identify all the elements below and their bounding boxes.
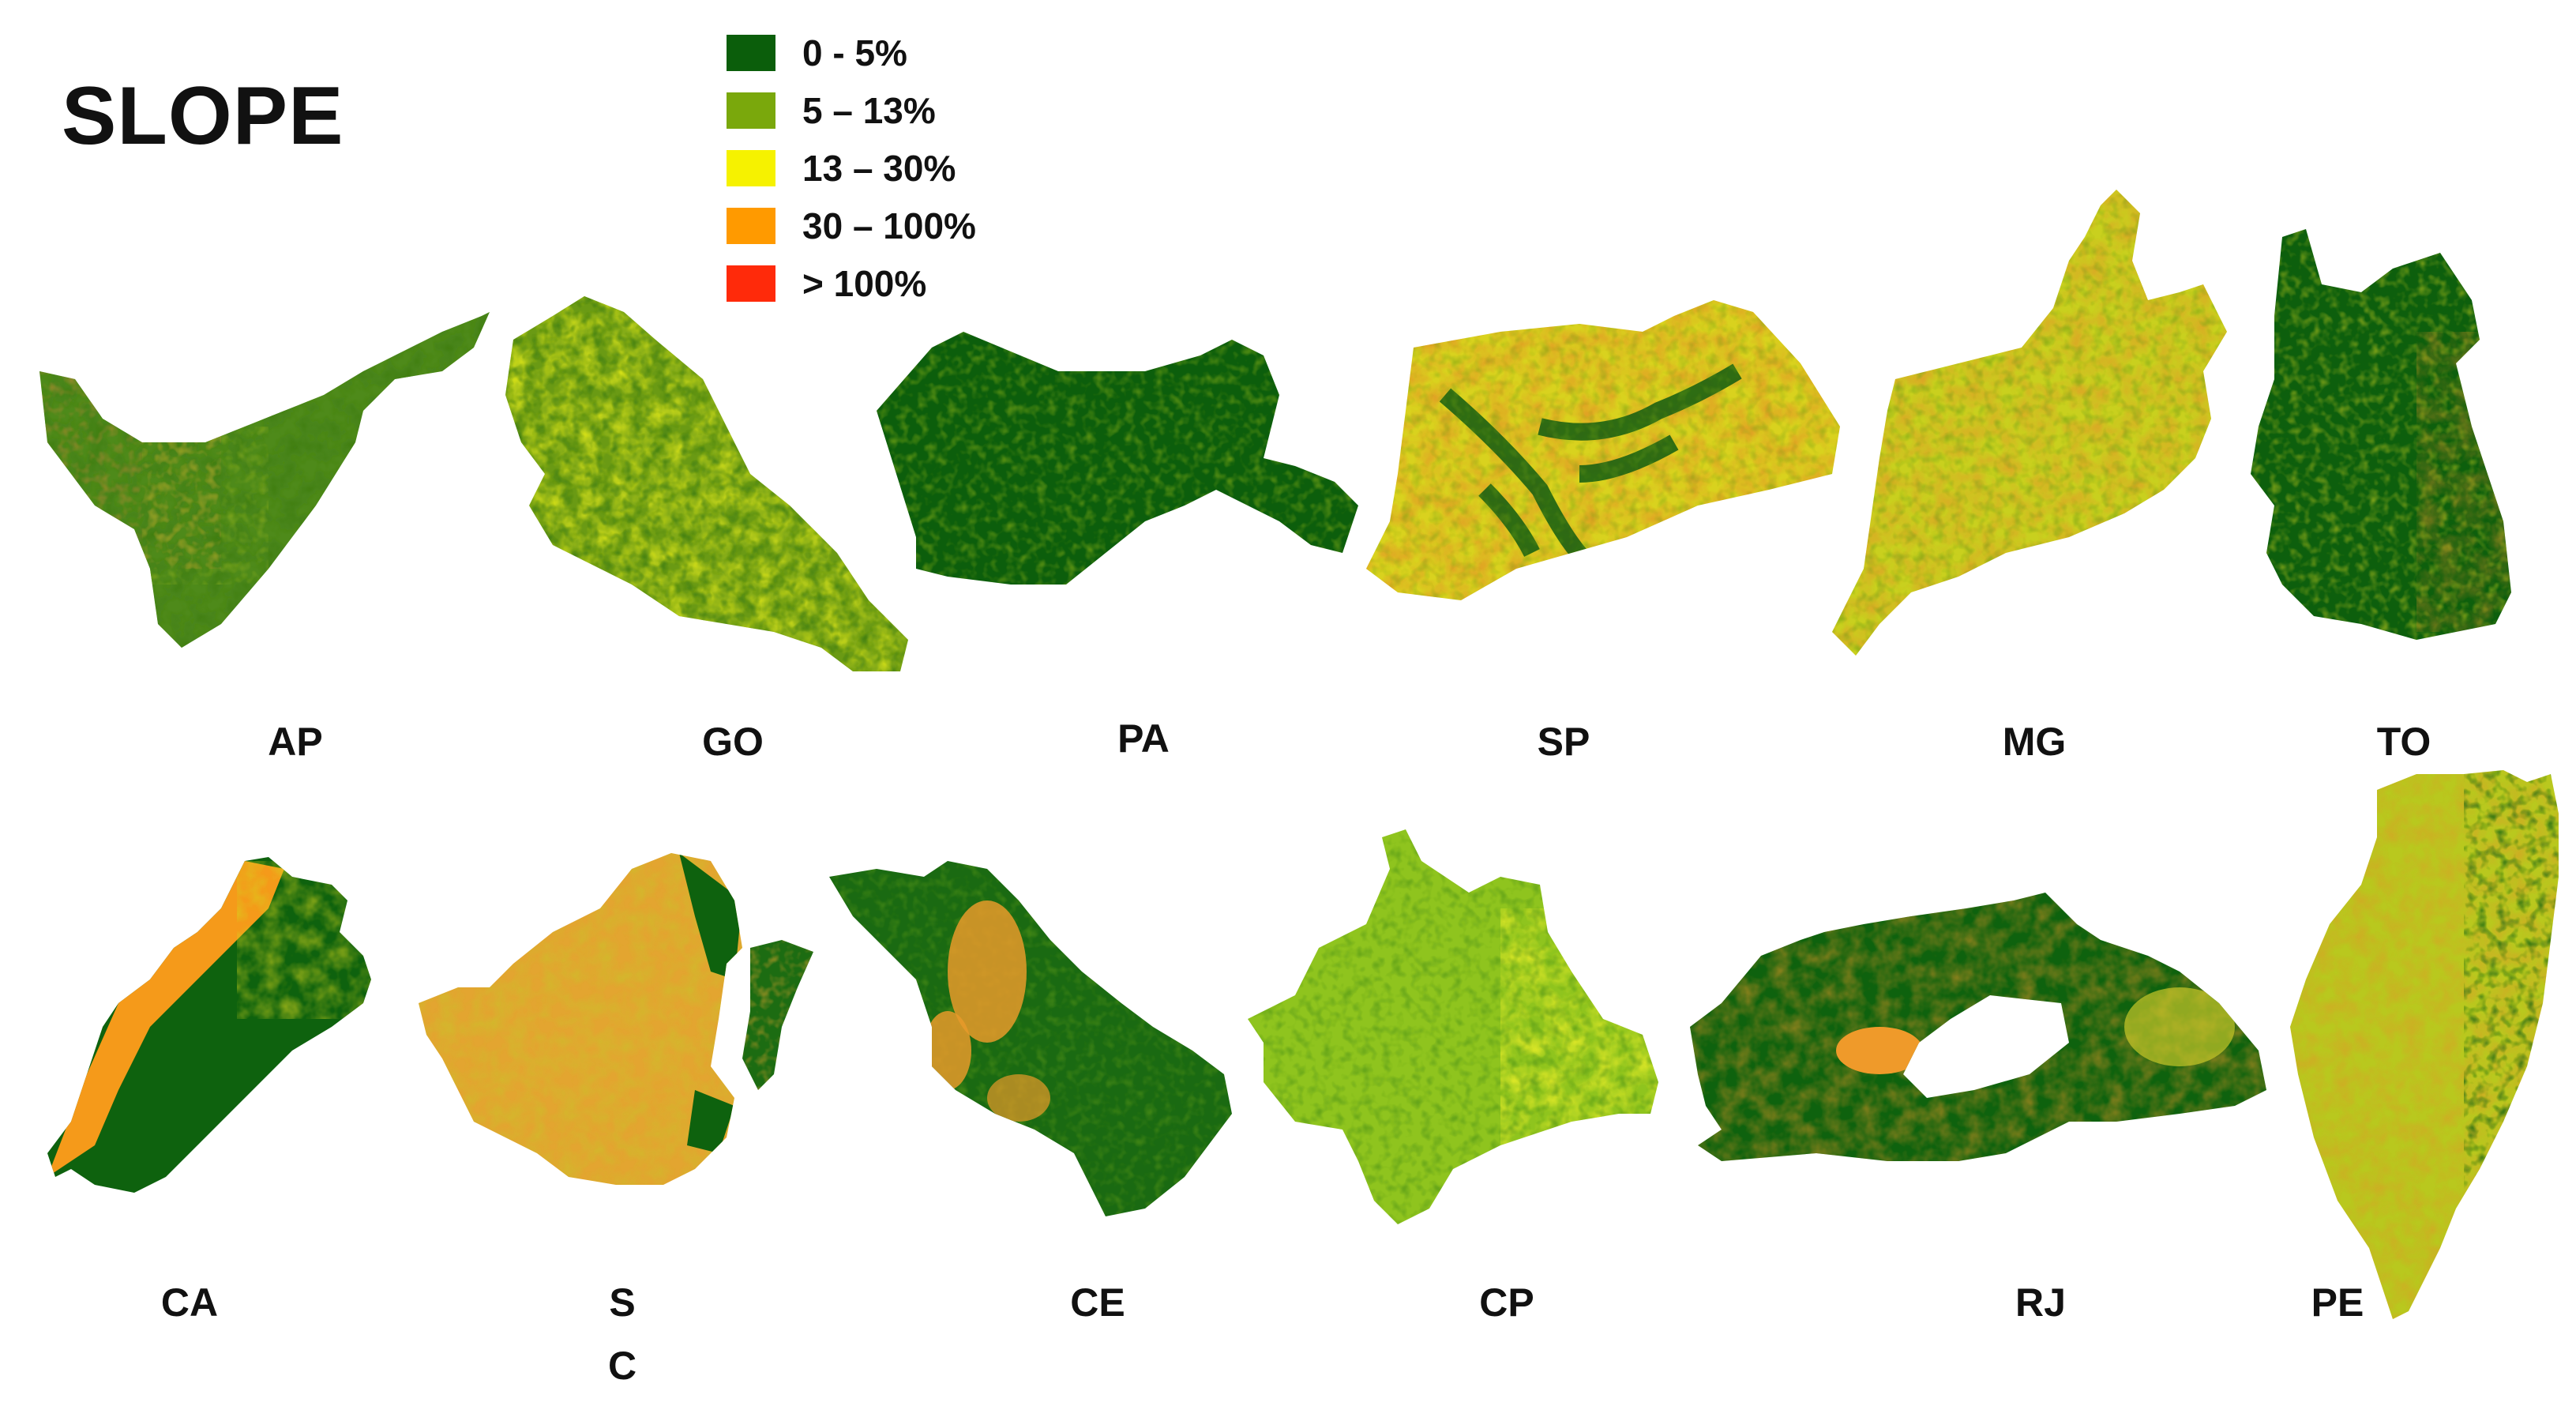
map-pa [877, 332, 1358, 585]
label-ap: AP [268, 720, 323, 764]
legend-item-3: 30 – 100% [727, 197, 976, 254]
map-go [505, 296, 908, 671]
label-mg: MG [2002, 720, 2067, 764]
map-mg [1832, 190, 2227, 656]
label-s: S [609, 1280, 636, 1325]
label-rj: RJ [2015, 1280, 2066, 1325]
legend-label-1: 5 – 13% [802, 89, 936, 131]
legend-swatch-1 [727, 92, 775, 129]
legend-label-2: 13 – 30% [802, 147, 956, 189]
map-rj [1690, 893, 2266, 1161]
label-sp: SP [1537, 720, 1590, 764]
label-go: GO [702, 720, 764, 764]
map-ca [47, 857, 371, 1193]
label-ca: CA [160, 1280, 219, 1325]
legend-label-0: 0 - 5% [802, 32, 907, 73]
label-pa: PA [1117, 716, 1170, 761]
legend-swatch-4 [727, 265, 775, 302]
map-ap [39, 312, 490, 648]
legend-item-1: 5 – 13% [727, 81, 976, 139]
legend-swatch-3 [727, 207, 775, 244]
map-ce [829, 861, 1232, 1216]
map-sp [1366, 300, 1840, 600]
legend-item-2: 13 – 30% [727, 139, 976, 197]
label-pe: PE [2311, 1280, 2364, 1325]
label-ce: CE [1070, 1280, 1125, 1325]
label-cp: CP [1479, 1280, 1534, 1325]
map-cp [1248, 829, 1658, 1224]
legend-label-4: > 100% [802, 262, 927, 304]
figure-title: SLOPE [62, 70, 344, 162]
map-to [2251, 229, 2511, 640]
legend-swatch-2 [727, 149, 775, 186]
label-to: TO [2376, 720, 2431, 764]
legend-label-3: 30 – 100% [802, 205, 976, 246]
legend-item-4: > 100% [727, 254, 976, 312]
legend: 0 - 5% 5 – 13% 13 – 30% 30 – 100% > 100% [727, 24, 976, 312]
label-c: C [607, 1344, 637, 1388]
map-pe [2290, 770, 2559, 1319]
legend-item-0: 0 - 5% [727, 24, 976, 81]
legend-swatch-0 [727, 34, 775, 71]
map-sc [419, 853, 813, 1185]
